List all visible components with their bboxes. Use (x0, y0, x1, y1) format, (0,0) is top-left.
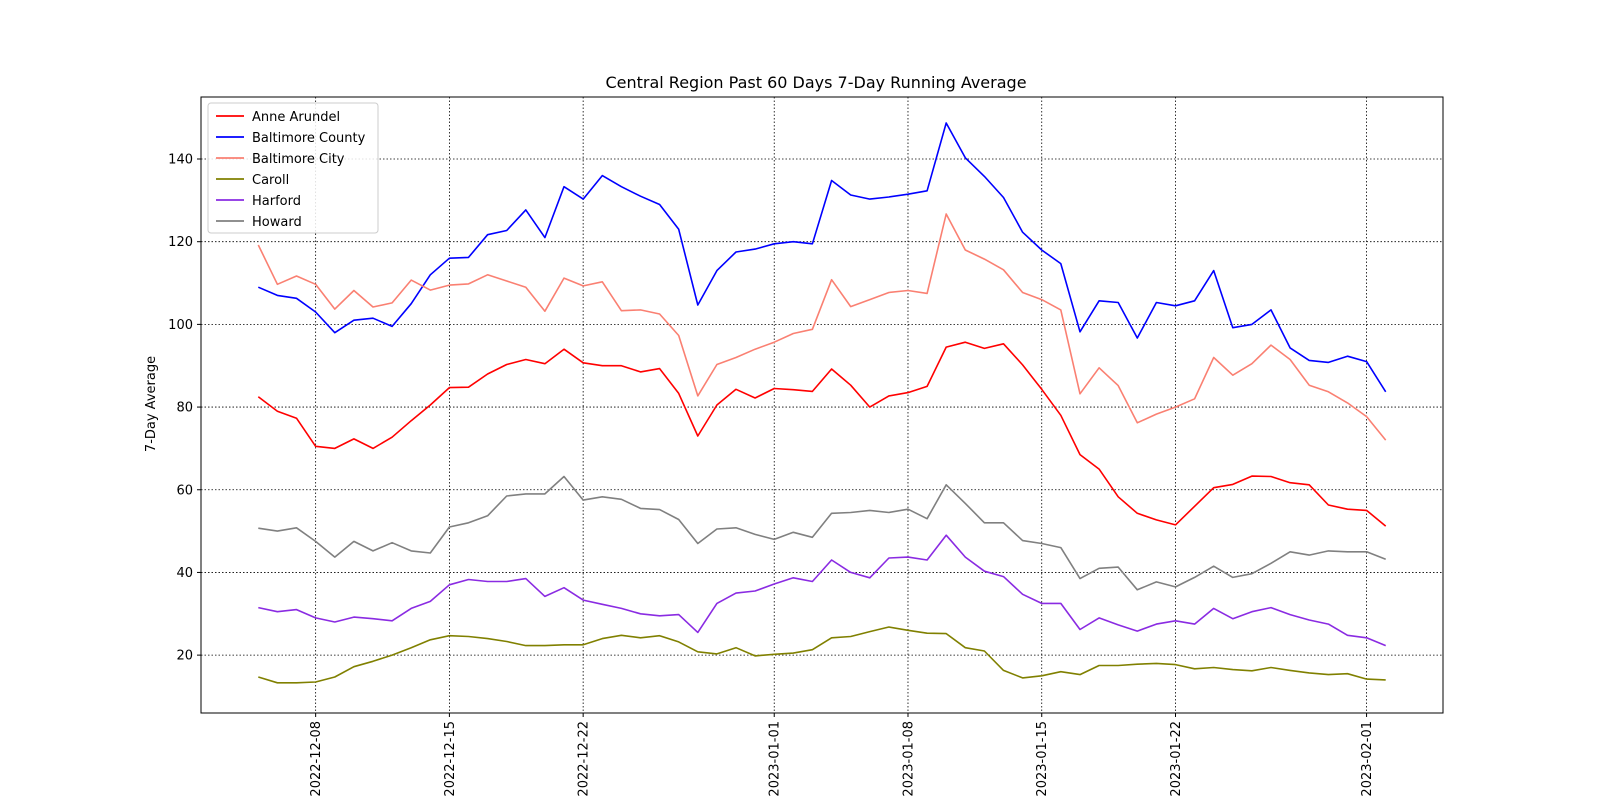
x-tick-label: 2022-12-15 (443, 721, 458, 797)
x-tick-label: 2023-01-15 (1035, 721, 1050, 797)
legend-label: Caroll (252, 173, 289, 188)
series-line-baltimore-city (257, 213, 1387, 441)
legend-label: Baltimore County (252, 131, 366, 146)
legend-box (207, 102, 379, 234)
axis-ticks: 20 40 60 80 100 120 140 2022-12-08 2022-12-15 202… (168, 153, 1375, 797)
y-axis-label: 7-Day Average (144, 356, 159, 452)
x-tick-label: 2022-12-08 (309, 721, 324, 797)
grid (201, 97, 1443, 713)
series-line-howard (258, 475, 1386, 591)
y-tick-label: 120 (168, 235, 193, 250)
y-tick-label: 20 (176, 649, 193, 664)
legend-label: Anne Arundel (252, 110, 340, 125)
x-tick-label: 2023-01-08 (901, 721, 916, 797)
y-tick-label: 40 (176, 566, 193, 581)
y-tick-label: 100 (168, 318, 193, 333)
x-tick-label: 2022-12-22 (577, 721, 592, 797)
chart-title: Central Region Past 60 Days 7-Day Runnin… (605, 73, 1026, 92)
series-line-baltimore-county (257, 122, 1387, 393)
legend-label: Harford (252, 194, 301, 209)
series-lines (257, 122, 1387, 684)
legend-label: Howard (252, 215, 302, 230)
y-tick-label: 60 (176, 483, 193, 498)
series-line-harford (258, 534, 1387, 647)
y-tick-label: 140 (168, 153, 193, 168)
plot-area-frame (200, 96, 1444, 714)
legend-label: Baltimore City (252, 152, 345, 167)
series-line-anne-arundel (257, 341, 1387, 527)
legend: Anne Arundel Baltimore County Baltimore Ci… (207, 102, 379, 234)
x-tick-label: 2023-01-01 (768, 721, 783, 797)
y-tick-label: 80 (176, 401, 193, 416)
x-tick-label: 2023-01-22 (1169, 721, 1184, 797)
x-tick-label: 2023-02-01 (1360, 721, 1375, 797)
series-line-caroll (258, 626, 1386, 684)
